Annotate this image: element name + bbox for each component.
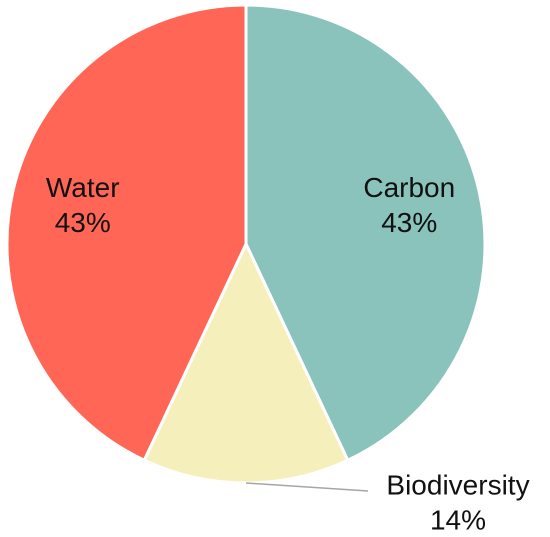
slice-label: Carbon [363, 172, 455, 203]
pie-slice [244, 3, 487, 463]
slice-value-label: 14% [430, 504, 486, 535]
leader-line [245, 482, 369, 492]
pie-slice [5, 3, 248, 463]
slice-label: Water [46, 172, 120, 203]
slice-value-label: 43% [381, 207, 437, 238]
slice-label: Biodiversity [386, 469, 529, 500]
slice-value-label: 43% [55, 207, 111, 238]
pie-slice [142, 240, 350, 485]
